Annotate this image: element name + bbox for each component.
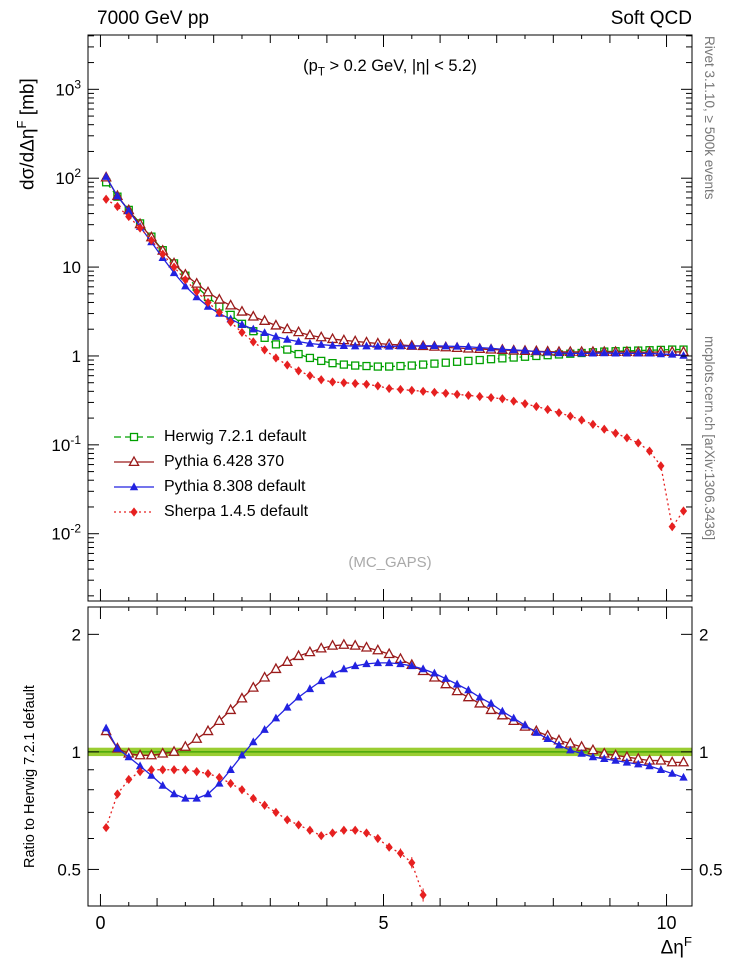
legend-label: Pythia 8.308 default <box>164 477 306 495</box>
series-ratio-pythia-6-428-370 <box>100 638 690 767</box>
svg-text:0.5: 0.5 <box>699 860 723 879</box>
legend-item-herwig-7-2-1-default: Herwig 7.2.1 default <box>112 424 308 449</box>
svg-text:10-1: 10-1 <box>51 433 81 455</box>
legend-label: Sherpa 1.4.5 default <box>164 502 309 520</box>
x-axis-title: ΔηF <box>660 934 692 959</box>
rivet-version-caption: Rivet 3.1.10, ≥ 500k events <box>702 36 717 200</box>
svg-text:0.5: 0.5 <box>57 860 81 879</box>
cut-annotation: (pT > 0.2 GeV, |η| < 5.2) <box>303 57 477 79</box>
legend-marker-pythia-8-308-default <box>114 481 154 490</box>
legend-label: Herwig 7.2.1 default <box>164 427 307 445</box>
series-ratio-pythia-8-308-default <box>101 658 688 802</box>
ratio-plot-frame <box>87 606 693 907</box>
process-group-title: Soft QCD <box>610 8 692 29</box>
series-ratio-sherpa-1-4-5-default <box>102 765 427 902</box>
svg-text:10: 10 <box>62 258 81 277</box>
svg-text:103: 103 <box>55 77 81 99</box>
series-main-herwig-7-2-1-default <box>101 178 688 371</box>
svg-text:10-2: 10-2 <box>51 522 81 544</box>
svg-text:5: 5 <box>378 913 388 933</box>
watermark: (MC_GAPS) <box>348 554 432 571</box>
svg-text:2: 2 <box>699 625 708 644</box>
axes <box>88 35 692 906</box>
series-main-pythia-8-308-default <box>101 172 688 359</box>
beam-energy-title: 7000 GeV pp <box>97 8 209 29</box>
svg-text:10: 10 <box>657 913 677 933</box>
legend-label: Pythia 6.428 370 <box>164 452 285 470</box>
legend-item-pythia-6-428-370: Pythia 6.428 370 <box>112 449 308 474</box>
legend: Herwig 7.2.1 default Pythia 6.428 370 Pyth… <box>112 424 308 524</box>
main-y-axis-title: dσ/dΔηF [mb] <box>14 78 39 190</box>
legend-marker-herwig-7-2-1-default <box>114 432 154 441</box>
series-main-pythia-6-428-370 <box>100 171 690 357</box>
legend-marker-pythia-6-428-370 <box>114 455 154 466</box>
svg-text:1: 1 <box>72 347 81 366</box>
main-plot-frame <box>87 34 693 602</box>
svg-text:1: 1 <box>72 743 81 762</box>
svg-text:0: 0 <box>95 913 105 933</box>
svg-text:1: 1 <box>699 743 708 762</box>
series-main-sherpa-1-4-5-default <box>102 194 688 532</box>
svg-text:102: 102 <box>55 166 81 188</box>
legend-item-sherpa-1-4-5-default: Sherpa 1.4.5 default <box>112 499 308 524</box>
ratio-y-axis-title: Ratio to Herwig 7.2.1 default <box>22 685 38 868</box>
mcplots-arxiv-caption: mcplots.cern.ch [arXiv:1306.3436] <box>702 336 717 541</box>
svg-text:2: 2 <box>72 625 81 644</box>
legend-item-pythia-8-308-default: Pythia 8.308 default <box>112 474 308 499</box>
legend-marker-sherpa-1-4-5-default <box>114 506 154 517</box>
